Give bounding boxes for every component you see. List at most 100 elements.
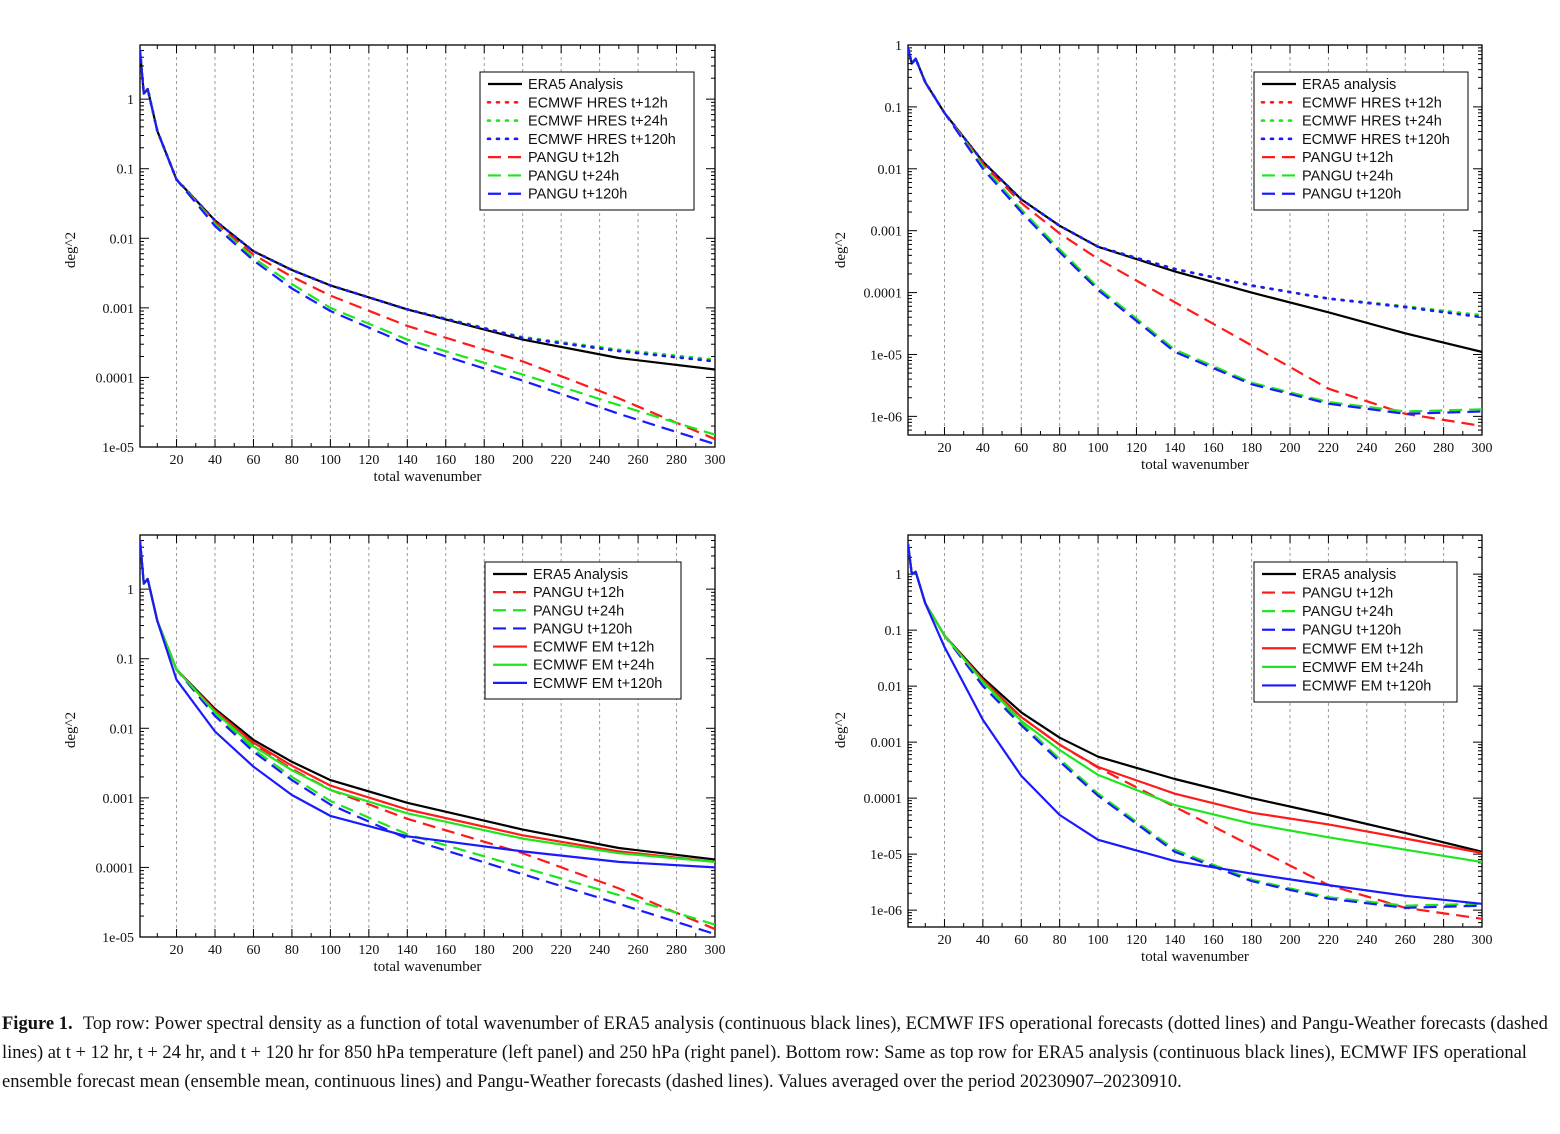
x-tick-label: 120 <box>358 943 379 958</box>
figure-caption: Figure 1. Top row: Power spectral densit… <box>2 1010 1552 1097</box>
x-tick-label: 20 <box>170 943 184 958</box>
y-axis-title: deg^2 <box>63 712 79 748</box>
x-tick-label: 40 <box>208 943 222 958</box>
x-tick-label: 200 <box>512 943 533 958</box>
x-tick-label: 220 <box>551 453 572 468</box>
x-axis-title: total wavenumber <box>374 469 482 485</box>
legend: ERA5 analysis PANGU t+12h PANGU t+24h PANGU… <box>1253 561 1458 703</box>
x-tick-label: 160 <box>435 943 456 958</box>
legend-label: ECMWF EM t+120h <box>533 676 662 692</box>
series-line <box>140 540 715 869</box>
x-tick-label: 20 <box>937 441 951 456</box>
legend-box <box>479 71 695 211</box>
y-tick-label: 1 <box>127 93 134 108</box>
x-tick-label: 60 <box>246 943 260 958</box>
x-tick-label: 260 <box>1395 933 1416 948</box>
x-tick-label: 60 <box>1014 441 1028 456</box>
legend-label: PANGU t+24h <box>1302 168 1393 184</box>
x-tick-label: 200 <box>1280 441 1301 456</box>
x-tick-label: 180 <box>474 453 495 468</box>
x-tick-label: 220 <box>1318 933 1339 948</box>
series-line <box>908 47 1482 415</box>
legend-label: ECMWF HRES t+24h <box>528 114 668 130</box>
y-tick-label: 1e-05 <box>870 348 902 363</box>
legend-label: ECMWF EM t+12h <box>533 640 654 656</box>
legend-label: PANGU t+120h <box>1302 623 1401 639</box>
legend-label: PANGU t+120h <box>533 621 632 637</box>
legend-box <box>484 561 682 700</box>
legend-label: PANGU t+12h <box>1302 150 1393 166</box>
legend-label: ECMWF HRES t+120h <box>528 132 676 148</box>
legend-box <box>1253 71 1469 211</box>
caption-label: Figure 1. <box>2 1014 73 1034</box>
x-axis-title: total wavenumber <box>1141 949 1249 965</box>
x-tick-label: 160 <box>1203 933 1224 948</box>
x-tick-label: 120 <box>1126 441 1147 456</box>
y-tick-label: 1 <box>895 568 902 583</box>
x-tick-label: 140 <box>397 943 418 958</box>
legend-label: PANGU t+120h <box>528 187 627 203</box>
legend-label: ERA5 analysis <box>1302 77 1396 93</box>
x-tick-label: 180 <box>474 943 495 958</box>
x-tick-label: 60 <box>246 453 260 468</box>
y-tick-label: 1e-05 <box>870 848 902 863</box>
y-tick-label: 0.01 <box>878 163 903 178</box>
x-tick-label: 40 <box>208 453 222 468</box>
x-tick-label: 300 <box>705 453 726 468</box>
legend-label: PANGU t+24h <box>533 603 624 619</box>
x-tick-label: 120 <box>1126 933 1147 948</box>
y-tick-label: 0.1 <box>885 624 903 639</box>
x-tick-label: 220 <box>551 943 572 958</box>
y-tick-label: 0.1 <box>117 163 135 178</box>
series-line <box>140 50 715 446</box>
legend-label: ECMWF EM t+120h <box>1302 678 1431 694</box>
y-axis-title: deg^2 <box>833 232 849 268</box>
panel-bottom-right: 20 40 60 80 100 120 140 160 180 200 220 240 260 280 30… <box>833 534 1493 965</box>
legend-label: ECMWF HRES t+12h <box>1302 95 1442 111</box>
x-tick-label: 80 <box>1053 441 1067 456</box>
x-tick-label: 240 <box>1356 933 1377 948</box>
series-group <box>140 49 715 446</box>
legend: ERA5 Analysis PANGU t+12h PANGU t+24h PANGU… <box>484 561 682 700</box>
x-tick-label: 120 <box>358 453 379 468</box>
x-tick-label: 100 <box>320 453 341 468</box>
x-tick-label: 40 <box>976 933 990 948</box>
panel-top-left: 20 40 60 80 100 120 140 160 180 200 220 240 260 280 30… <box>63 44 726 485</box>
series-line <box>908 543 1482 905</box>
y-tick-label: 0.01 <box>110 232 135 247</box>
y-tick-label: 1e-06 <box>870 904 902 919</box>
y-tick-label: 1 <box>127 583 134 598</box>
plot-frame <box>139 534 716 938</box>
legend-label: PANGU t+12h <box>528 150 619 166</box>
legend-label: PANGU t+12h <box>533 585 624 601</box>
x-tick-label: 180 <box>1241 933 1262 948</box>
series-group <box>908 46 1482 428</box>
x-tick-label: 20 <box>937 933 951 948</box>
x-tick-label: 280 <box>666 453 687 468</box>
legend-label: ERA5 analysis <box>1302 567 1396 583</box>
x-tick-label: 20 <box>170 453 184 468</box>
x-tick-label: 100 <box>1088 933 1109 948</box>
legend: ERA5 analysis ECMWF HRES t+12h ECMWF HRES … <box>1253 71 1469 211</box>
panel-bottom-left: 20 40 60 80 100 120 140 160 180 200 220 240 260 280 30… <box>63 534 726 975</box>
x-tick-label: 260 <box>628 943 649 958</box>
legend-label: PANGU t+120h <box>1302 187 1401 203</box>
x-tick-label: 80 <box>1053 933 1067 948</box>
x-tick-label: 300 <box>1472 933 1493 948</box>
figure-panels: 20 40 60 80 100 120 140 160 180 200 220 240 260 280 30… <box>63 39 1493 975</box>
x-tick-label: 100 <box>1088 441 1109 456</box>
y-tick-label: 0.01 <box>878 680 903 695</box>
legend-label: ERA5 Analysis <box>533 567 628 583</box>
y-tick-label: 0.0001 <box>96 861 135 876</box>
caption-text: Top row: Power spectral density as a fun… <box>2 1014 1548 1092</box>
y-tick-label: 0.001 <box>871 736 903 751</box>
legend-label: ECMWF EM t+24h <box>1302 660 1423 676</box>
y-tick-label: 0.0001 <box>96 371 135 386</box>
x-tick-label: 240 <box>589 453 610 468</box>
x-tick-label: 200 <box>512 453 533 468</box>
x-tick-label: 140 <box>397 453 418 468</box>
y-tick-label: 0.001 <box>103 792 135 807</box>
legend-label: ECMWF HRES t+24h <box>1302 114 1442 130</box>
legend-label: ECMWF EM t+24h <box>533 658 654 674</box>
plot-frame <box>907 534 1483 928</box>
